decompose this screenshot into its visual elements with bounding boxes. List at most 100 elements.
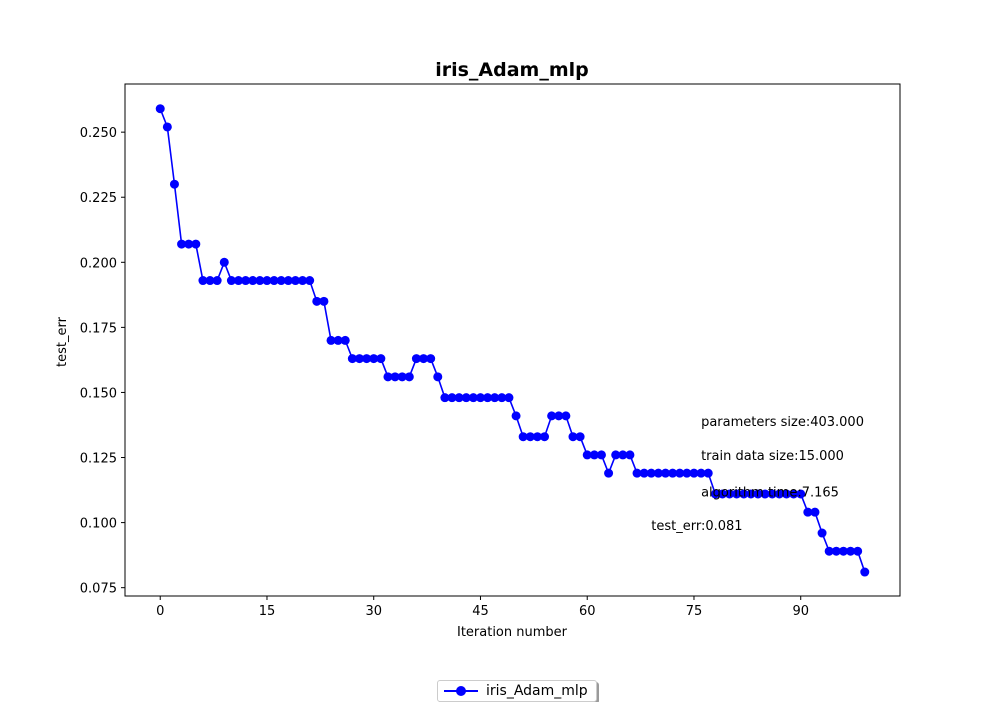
annotation-text: algorithm time:7.165 (701, 485, 839, 500)
legend-swatch (444, 684, 478, 698)
data-point (796, 489, 806, 499)
data-point (447, 393, 457, 403)
data-point (241, 276, 251, 286)
data-point (554, 411, 564, 421)
data-point (696, 468, 706, 478)
data-point (789, 489, 799, 499)
plot-frame (124, 83, 901, 597)
y-tick-label: 0.075 (80, 582, 117, 597)
data-point (817, 528, 827, 538)
data-point (255, 276, 265, 286)
data-point (625, 450, 635, 460)
data-point (604, 468, 614, 478)
data-point (703, 468, 713, 478)
data-point (846, 546, 856, 556)
data-point (860, 567, 870, 577)
data-point (540, 432, 550, 442)
y-tick-label: 0.125 (80, 452, 117, 467)
data-point (568, 432, 578, 442)
data-point (774, 489, 784, 499)
data-point (582, 450, 592, 460)
data-point (824, 546, 834, 556)
data-point (725, 489, 735, 499)
x-axis-label: Iteration number (457, 625, 568, 640)
data-point (440, 393, 450, 403)
x-tick-label: 0 (156, 604, 164, 619)
data-point (426, 354, 436, 364)
x-tick-label: 90 (792, 604, 809, 619)
data-point (767, 489, 777, 499)
data-point (831, 546, 841, 556)
data-point (483, 393, 493, 403)
data-point (810, 507, 820, 517)
data-point (781, 489, 791, 499)
data-point (596, 450, 606, 460)
data-point (234, 276, 244, 286)
x-tick-label: 30 (365, 604, 382, 619)
plot-area: 0 15 30 45 60 75 90 0.075 0.100 0.125 0.150 0.175 0.… (80, 104, 870, 619)
data-point (276, 276, 286, 286)
data-point (689, 468, 699, 478)
data-point (511, 411, 521, 421)
data-point (618, 450, 628, 460)
data-point (838, 546, 848, 556)
data-point (717, 489, 727, 499)
series-line (159, 108, 866, 573)
data-point (646, 468, 656, 478)
annotation-text: test_err:0.081 (651, 519, 742, 534)
data-point (746, 489, 756, 499)
data-point (369, 354, 379, 364)
data-point (212, 276, 222, 286)
data-point (290, 276, 300, 286)
data-point (411, 354, 421, 364)
data-point (305, 276, 315, 286)
data-point (675, 468, 685, 478)
data-point (632, 468, 642, 478)
y-tick-label: 0.175 (80, 321, 117, 336)
data-point (184, 239, 194, 249)
data-point (319, 296, 329, 306)
data-point (362, 354, 372, 364)
data-point (226, 276, 236, 286)
data-point (312, 296, 322, 306)
data-point (739, 489, 749, 499)
y-axis-label: test_err (55, 316, 70, 367)
data-point (710, 489, 720, 499)
data-point (497, 393, 507, 403)
data-point (803, 507, 813, 517)
data-point (298, 276, 308, 286)
x-tick-label: 75 (686, 604, 703, 619)
data-point (397, 372, 407, 382)
data-point (668, 468, 678, 478)
data-point (454, 393, 464, 403)
data-point (475, 393, 485, 403)
data-point (682, 468, 692, 478)
data-point (169, 179, 179, 189)
data-point (269, 276, 279, 286)
data-point (753, 489, 763, 499)
data-point (383, 372, 393, 382)
data-point (589, 450, 599, 460)
data-point (468, 393, 478, 403)
data-point (376, 354, 386, 364)
y-tick-label: 0.200 (80, 256, 117, 271)
annotation-text: parameters size:403.000 (701, 415, 864, 430)
data-point (639, 468, 649, 478)
data-point (661, 468, 671, 478)
chart-title: iris_Adam_mlp (435, 59, 589, 81)
annotation-text: train data size:15.000 (701, 449, 844, 464)
data-point (525, 432, 535, 442)
data-point (547, 411, 557, 421)
y-tick-label: 0.150 (80, 386, 117, 401)
x-tick-label: 15 (259, 604, 276, 619)
data-point (283, 276, 293, 286)
data-point (611, 450, 621, 460)
y-tick-label: 0.250 (80, 126, 117, 141)
data-point (354, 354, 364, 364)
data-point (504, 393, 514, 403)
data-point (177, 239, 187, 249)
data-point (490, 393, 500, 403)
data-point (732, 489, 742, 499)
y-tick-label: 0.100 (80, 517, 117, 532)
